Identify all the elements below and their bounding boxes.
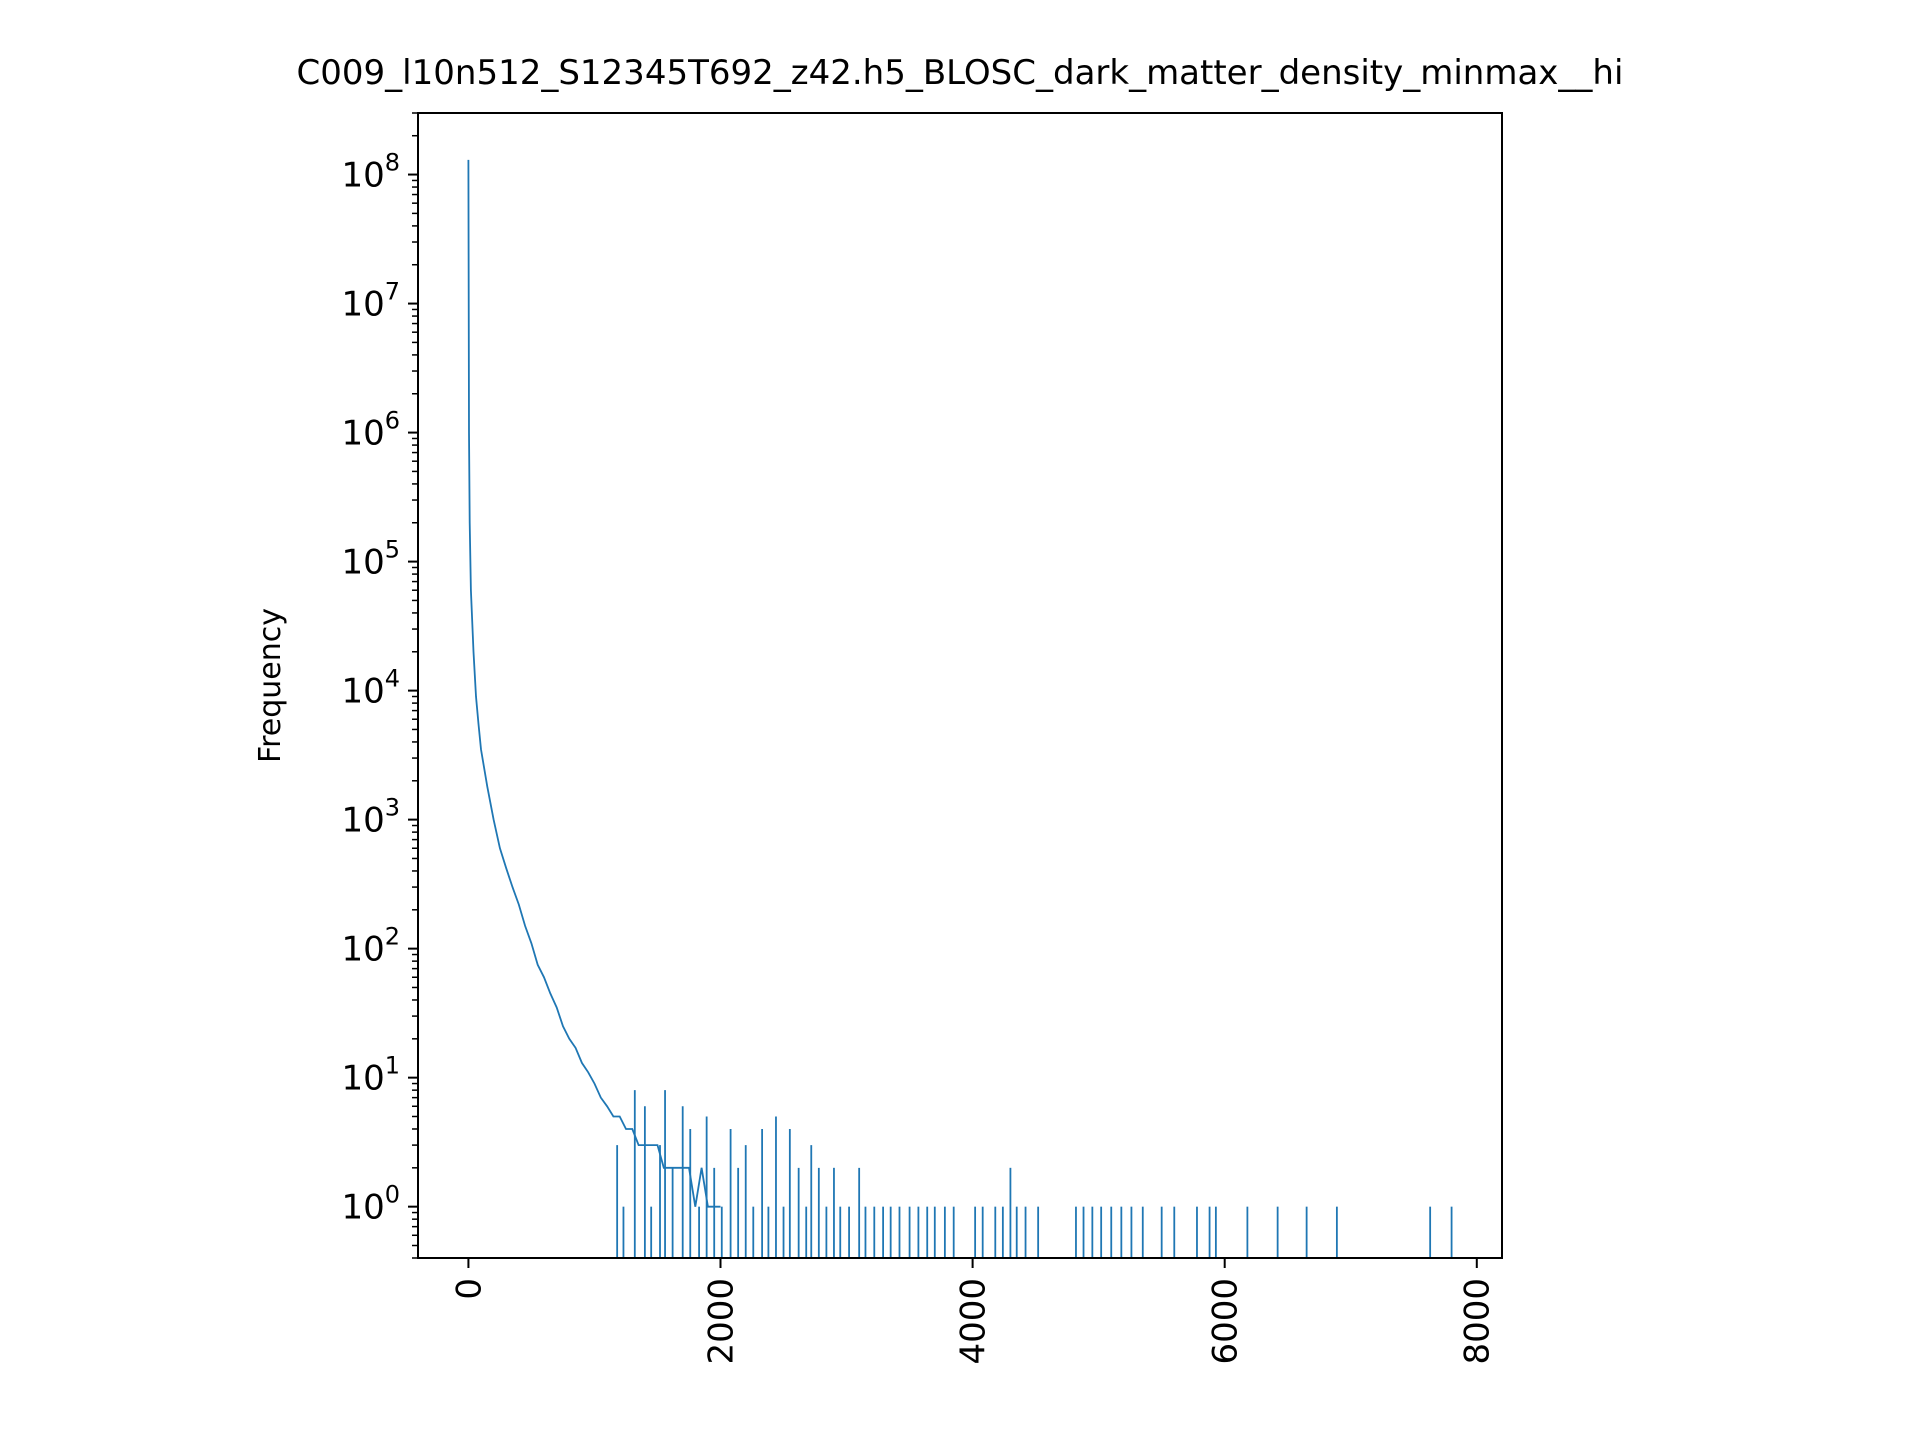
x-tick-label: 4000 [954,1278,994,1365]
y-axis-label: Frequency [253,608,288,763]
x-tick-label: 8000 [1458,1278,1498,1365]
series-line [467,159,721,1208]
y-tick-label: 108 [341,149,400,196]
axes-frame [417,112,1503,1259]
y-tick-label: 102 [341,923,400,970]
y-tick-label: 100 [341,1181,400,1228]
x-axis: 0 2000 4000 6000 8000 [449,1258,1498,1365]
y-tick-label: 106 [341,407,400,454]
y-tick-label: 104 [341,665,400,712]
x-tick-label: 6000 [1206,1278,1246,1365]
chart-title: C009_l10n512_S12345T692_z42.h5_BLOSC_dar… [297,53,1624,93]
y-tick-label: 105 [341,536,400,583]
plot-area [467,159,1453,1258]
x-tick-label: 2000 [701,1278,741,1365]
y-tick-label: 107 [341,278,400,325]
x-tick-label: 0 [449,1278,489,1300]
y-tick-label: 103 [341,794,400,841]
y-axis: 100 101 102 103 104 105 106 107 108 [341,112,418,1259]
y-tick-label: 101 [341,1052,400,1099]
